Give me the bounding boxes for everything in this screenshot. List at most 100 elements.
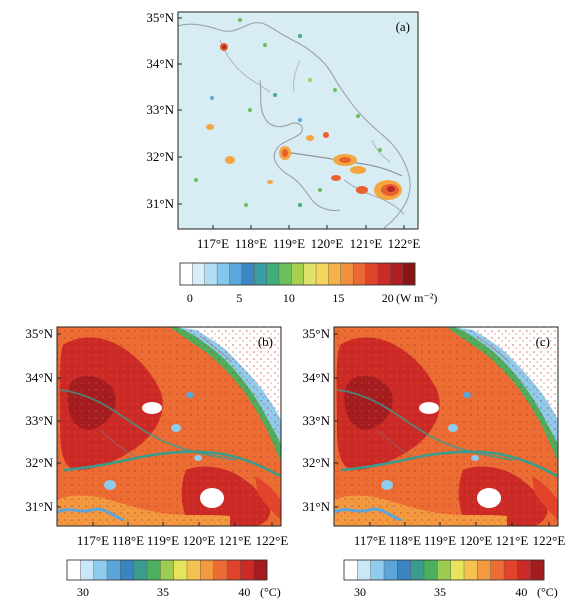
colorbar-swatch <box>160 559 175 581</box>
colorbar-swatch <box>352 262 367 286</box>
colorbar-swatch <box>365 262 379 286</box>
lat-tick-label: 32°N <box>146 149 174 164</box>
lat-tick-label: 33°N <box>25 413 53 428</box>
panel-label: (b) <box>258 334 273 349</box>
colorbar-swatch <box>133 559 148 581</box>
colorbar-tick-label: 15 <box>332 291 344 305</box>
colorbar-unit: (W m⁻²) <box>396 291 437 305</box>
colorbar-swatch <box>463 559 478 581</box>
lon-tick-label: 118°E <box>235 236 267 251</box>
lat-tick-label: 33°N <box>146 102 174 117</box>
colorbar-swatch <box>390 262 404 286</box>
colorbar-tick-label: 30 <box>77 585 89 599</box>
lon-tick-label: 119°E <box>147 533 179 548</box>
panel-c-map <box>333 326 559 527</box>
colorbar-unit: (°C) <box>260 585 281 599</box>
colorbar-swatch <box>530 559 545 581</box>
lon-tick-label: 117°E <box>77 533 109 548</box>
colorbar-swatch <box>377 262 391 286</box>
colorbar-tick-label: 0 <box>187 291 193 305</box>
colorbar-swatch <box>240 559 255 581</box>
colorbar-swatch <box>179 262 193 286</box>
colorbar-swatch <box>173 559 188 581</box>
lat-tick-label: 34°N <box>302 370 330 385</box>
lon-tick-label: 120°E <box>460 533 493 548</box>
lat-tick-label: 33°N <box>302 413 330 428</box>
flux-hotspots <box>194 18 402 207</box>
lon-tick-label: 117°E <box>197 236 229 251</box>
lat-tick-label: 31°N <box>146 196 174 211</box>
colorbar-swatch <box>229 262 243 286</box>
lat-tick-label: 31°N <box>25 499 53 514</box>
colorbar-tick-label: 20 <box>382 291 394 305</box>
lat-tick-label: 34°N <box>146 56 174 71</box>
lat-tick-label: 34°N <box>25 370 53 385</box>
colorbar-swatch <box>254 262 268 286</box>
lon-tick-label: 118°E <box>389 533 421 548</box>
colorbar-swatch <box>410 559 425 581</box>
lon-tick-label: 122°E <box>256 533 289 548</box>
colorbar-tick-label: 40 <box>515 585 527 599</box>
colorbar-swatch <box>80 559 95 581</box>
lat-tick-label: 32°N <box>25 455 53 470</box>
lon-tick-label: 118°E <box>112 533 144 548</box>
colorbar-frame <box>66 559 268 581</box>
lat-tick-label: 35°N <box>25 326 53 341</box>
colorbar-swatch <box>192 262 206 286</box>
lon-tick-label: 119°E <box>273 236 305 251</box>
lat-tick-label: 31°N <box>302 499 330 514</box>
colorbar-frame <box>343 559 545 581</box>
colorbar-swatch <box>253 559 268 581</box>
colorbar-frame <box>179 262 416 286</box>
colorbar-swatch <box>402 262 416 286</box>
colorbar-swatch <box>204 262 218 286</box>
colorbar-swatch <box>517 559 532 581</box>
colorbar-unit: (°C) <box>537 585 558 599</box>
lat-tick-label: 35°N <box>146 10 174 25</box>
colorbar-tick-label: 10 <box>283 291 295 305</box>
colorbar-swatch <box>216 262 230 286</box>
colorbar-swatch <box>226 559 241 581</box>
lon-tick-label: 122°E <box>388 236 421 251</box>
colorbar-swatch <box>213 559 228 581</box>
colorbar-swatch <box>278 262 292 286</box>
lon-tick-label: 121°E <box>219 533 252 548</box>
colorbar-swatch <box>343 559 358 581</box>
lon-tick-label: 120°E <box>183 533 216 548</box>
colorbar-swatch <box>186 559 201 581</box>
colorbar-swatch <box>328 262 342 286</box>
colorbar-swatch <box>241 262 255 286</box>
colorbar-swatch <box>120 559 135 581</box>
panel-label: (a) <box>396 19 410 34</box>
lon-tick-label: 120°E <box>311 236 344 251</box>
colorbar-swatch <box>397 559 412 581</box>
colorbar-swatch <box>370 559 385 581</box>
colorbar-tick-label: 35 <box>157 585 169 599</box>
colorbar-swatch <box>266 262 280 286</box>
lon-tick-label: 119°E <box>424 533 456 548</box>
colorbar-swatch <box>340 262 354 286</box>
lat-tick-label: 35°N <box>302 326 330 341</box>
colorbar-swatch <box>93 559 108 581</box>
colorbar-tick-label: 40 <box>238 585 250 599</box>
lat-tick-label: 32°N <box>302 455 330 470</box>
colorbar-swatch <box>200 559 215 581</box>
panel-a-map <box>177 11 419 230</box>
colorbar-swatch <box>383 559 398 581</box>
lon-tick-label: 122°E <box>533 533 566 548</box>
lon-tick-label: 121°E <box>350 236 383 251</box>
colorbar-swatch <box>490 559 505 581</box>
colorbar-swatch <box>503 559 518 581</box>
lon-tick-label: 121°E <box>496 533 529 548</box>
colorbar-swatch <box>477 559 492 581</box>
colorbar-swatch <box>146 559 161 581</box>
colorbar-swatch <box>315 262 329 286</box>
colorbar-swatch <box>357 559 372 581</box>
colorbar-tick-label: 35 <box>434 585 446 599</box>
colorbar-tick-label: 30 <box>354 585 366 599</box>
colorbar-swatch <box>66 559 81 581</box>
panel-label: (c) <box>536 334 550 349</box>
colorbar-swatch <box>291 262 305 286</box>
colorbar-swatch <box>303 262 317 286</box>
